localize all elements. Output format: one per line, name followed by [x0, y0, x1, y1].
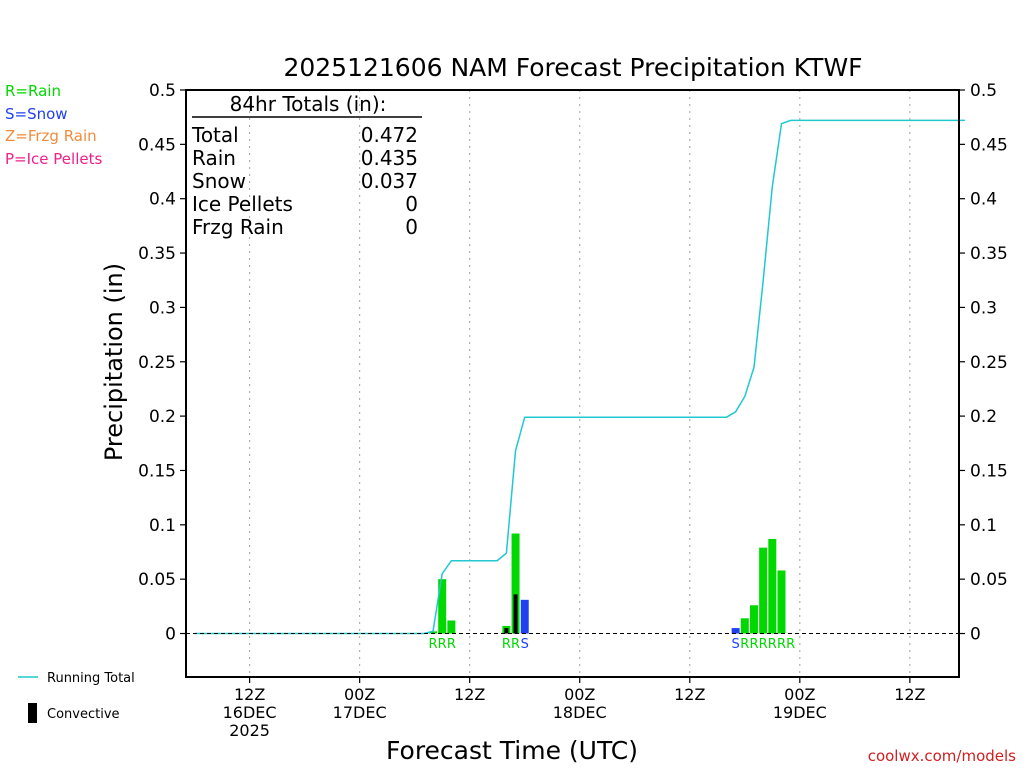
totals-header: 84hr Totals (in):	[230, 92, 387, 116]
ptype-marker-3: R	[502, 637, 511, 652]
totals-row-label-0: Total	[191, 123, 239, 147]
ytick-right-label-5: 0.25	[970, 353, 1008, 373]
precip-bar-6	[731, 628, 740, 634]
ptype-marker-4: R	[511, 637, 520, 652]
ptype-marker-6: S	[731, 637, 739, 652]
xtick-label-5-line2: 19DEC	[773, 703, 827, 722]
running-total-line	[194, 119, 965, 635]
ptype-marker-9: R	[759, 637, 768, 652]
ytick-left-label-10: 0.5	[149, 81, 176, 101]
ptype-marker-11: R	[777, 637, 786, 652]
totals-row-value-2: 0.037	[361, 169, 418, 193]
totals-rows: Total 0.472 Rain 0.435 Snow 0.037 Ice Pellets 0…	[191, 123, 418, 239]
ytick-left-label-3: 0.15	[138, 461, 176, 481]
ptype-marker-1: R	[438, 637, 447, 652]
ytick-right-label-0: 0	[970, 625, 981, 645]
ytick-left-label-6: 0.3	[149, 298, 176, 318]
ptype-marker-7: R	[740, 637, 749, 652]
totals-row-value-3: 0	[405, 192, 418, 216]
totals-row-label-3: Ice Pellets	[192, 192, 293, 216]
totals-box: 84hr Totals (in): Total 0.472 Rain 0.435 Sno…	[191, 92, 422, 239]
precip-bar-9	[759, 547, 768, 634]
precip-bar-1	[438, 579, 447, 634]
precip-bar-8	[749, 605, 758, 634]
convective-bar-1	[513, 594, 518, 634]
precip-bar-10	[768, 538, 777, 634]
convective-bar-0	[504, 628, 509, 634]
convective-bars	[504, 594, 518, 634]
ptype-marker-5: S	[521, 637, 529, 652]
totals-row-value-4: 0	[405, 215, 418, 239]
xtick-label-0-line2: 16DEC	[223, 703, 277, 722]
chart-title: 2025121606 NAM Forecast Precipitation KT…	[283, 53, 862, 82]
totals-row-label-4: Frzg Rain	[192, 215, 284, 239]
totals-row-label-1: Rain	[192, 146, 236, 170]
ytick-right-label-4: 0.2	[970, 407, 997, 427]
ptype-marker-0: R	[428, 637, 437, 652]
ytick-left-label-1: 0.05	[138, 570, 176, 590]
ptype-marker-10: R	[768, 637, 777, 652]
xtick-label-2-line1: 12Z	[454, 685, 485, 704]
legend-convective: Convective	[47, 707, 120, 722]
ytick-left-label-8: 0.4	[149, 190, 176, 210]
ytick-right-label-9: 0.45	[970, 135, 1008, 155]
totals-row-label-2: Snow	[192, 169, 246, 193]
credit-text: coolwx.com/models	[868, 747, 1016, 765]
ytick-left-label-7: 0.35	[138, 244, 176, 264]
totals-row-value-0: 0.472	[361, 123, 418, 147]
series-legend: Running Total Convective	[18, 671, 135, 723]
xtick-label-6-line1: 12Z	[894, 685, 925, 704]
ytick-left-label-5: 0.25	[138, 353, 176, 373]
ptype-marker-12: R	[786, 637, 795, 652]
grid-lines	[249, 90, 911, 677]
ytick-left-label-9: 0.45	[138, 135, 176, 155]
precip-bar-7	[740, 618, 749, 634]
xtick-label-5-line1: 00Z	[784, 685, 815, 704]
plot-frame	[185, 89, 960, 678]
y-axis-label: Precipitation (in)	[100, 263, 128, 461]
xtick-label-3-line1: 00Z	[564, 685, 595, 704]
xtick-label-0-line1: 12Z	[234, 685, 265, 704]
ptype-marker-8: R	[749, 637, 758, 652]
precip-bars	[429, 533, 786, 634]
ytick-left-label-4: 0.2	[149, 407, 176, 427]
legend-running-total: Running Total	[47, 671, 135, 686]
ytick-right-label-2: 0.1	[970, 516, 997, 536]
ptype-legend: R=Rain S=Snow Z=Frzg Rain P=Ice Pellets	[5, 82, 102, 168]
legend-ice-pellets: P=Ice Pellets	[5, 150, 102, 168]
xtick-label-1-line1: 00Z	[344, 685, 375, 704]
ytick-left-label-2: 0.1	[149, 516, 176, 536]
running-total-series	[194, 119, 965, 635]
precip-bar-0	[429, 631, 438, 634]
ytick-right-label-3: 0.15	[970, 461, 1008, 481]
xtick-label-0-line3: 2025	[229, 721, 270, 740]
ptype-marker-2: R	[447, 637, 456, 652]
convective-legend-swatch	[28, 703, 37, 723]
xtick-label-4-line1: 12Z	[674, 685, 705, 704]
legend-rain: R=Rain	[5, 82, 61, 100]
ytick-right-label-7: 0.35	[970, 244, 1008, 264]
legend-snow: S=Snow	[5, 105, 68, 123]
precip-bar-2	[447, 620, 456, 634]
ytick-right-label-8: 0.4	[970, 190, 997, 210]
precip-bar-5	[520, 599, 529, 634]
ytick-right-label-10: 0.5	[970, 81, 997, 101]
ytick-right-label-1: 0.05	[970, 570, 1008, 590]
xtick-label-3-line2: 18DEC	[553, 703, 607, 722]
x-axis-label: Forecast Time (UTC)	[386, 736, 638, 765]
ytick-right-label-6: 0.3	[970, 298, 997, 318]
legend-frzg-rain: Z=Frzg Rain	[5, 127, 97, 145]
precip-bar-4	[511, 533, 520, 634]
totals-row-value-1: 0.435	[361, 146, 418, 170]
ytick-left-label-0: 0	[165, 625, 176, 645]
xtick-label-1-line2: 17DEC	[333, 703, 387, 722]
precip-bar-11	[777, 570, 786, 634]
y-ticks: 0 00.05 0.050.1 0.10.15 0.150.2 0.20.25 0.250.…	[138, 81, 1008, 645]
